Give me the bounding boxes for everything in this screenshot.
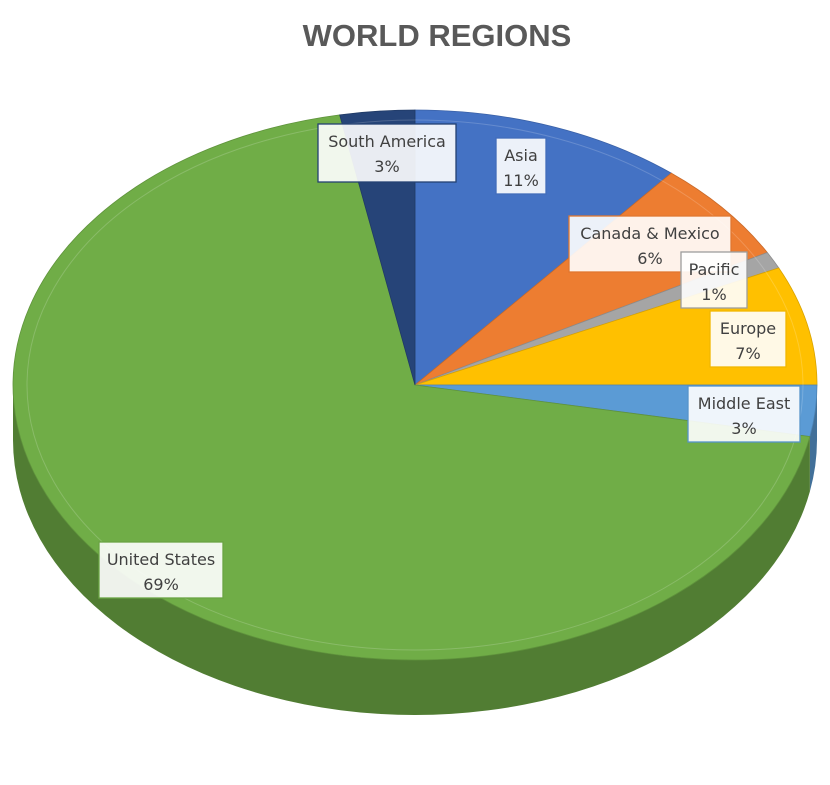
pie-rim-highlight	[26, 119, 804, 651]
data-label-name: South America	[328, 132, 446, 151]
data-label-south-america: South America 3%	[317, 123, 457, 183]
data-label-box	[680, 251, 748, 309]
data-label-name: Middle East	[698, 394, 790, 413]
data-label-box	[98, 541, 224, 599]
data-labels: Asia 11% Canada & Mexico 6% Pacific 1% Europe 7…	[98, 123, 801, 599]
data-label-name: Europe	[720, 319, 776, 338]
data-label-percent: 3%	[731, 419, 756, 438]
data-label-percent: 1%	[701, 285, 726, 304]
pie-side-united-states	[12, 385, 810, 716]
data-label-name: Pacific	[689, 260, 740, 279]
data-label-box	[709, 310, 787, 368]
data-label-pacific: Pacific 1%	[680, 251, 748, 309]
data-label-percent: 3%	[374, 157, 399, 176]
data-label-asia: Asia 11%	[495, 137, 547, 195]
data-label-name: Canada & Mexico	[580, 224, 719, 243]
chart-title: WORLD REGIONS	[302, 18, 572, 53]
data-label-percent: 69%	[143, 575, 179, 594]
data-label-europe: Europe 7%	[709, 310, 787, 368]
data-label-percent: 11%	[503, 171, 539, 190]
data-label-united-states: United States 69%	[98, 541, 224, 599]
data-label-name: United States	[107, 550, 215, 569]
data-label-box	[495, 137, 547, 195]
data-label-box	[317, 123, 457, 183]
data-label-percent: 6%	[637, 249, 662, 268]
data-label-box	[687, 385, 801, 443]
data-label-percent: 7%	[735, 344, 760, 363]
pie-slice-asia	[414, 109, 672, 386]
data-label-name: Asia	[504, 146, 538, 165]
data-label-middle-east: Middle East 3%	[687, 385, 801, 443]
